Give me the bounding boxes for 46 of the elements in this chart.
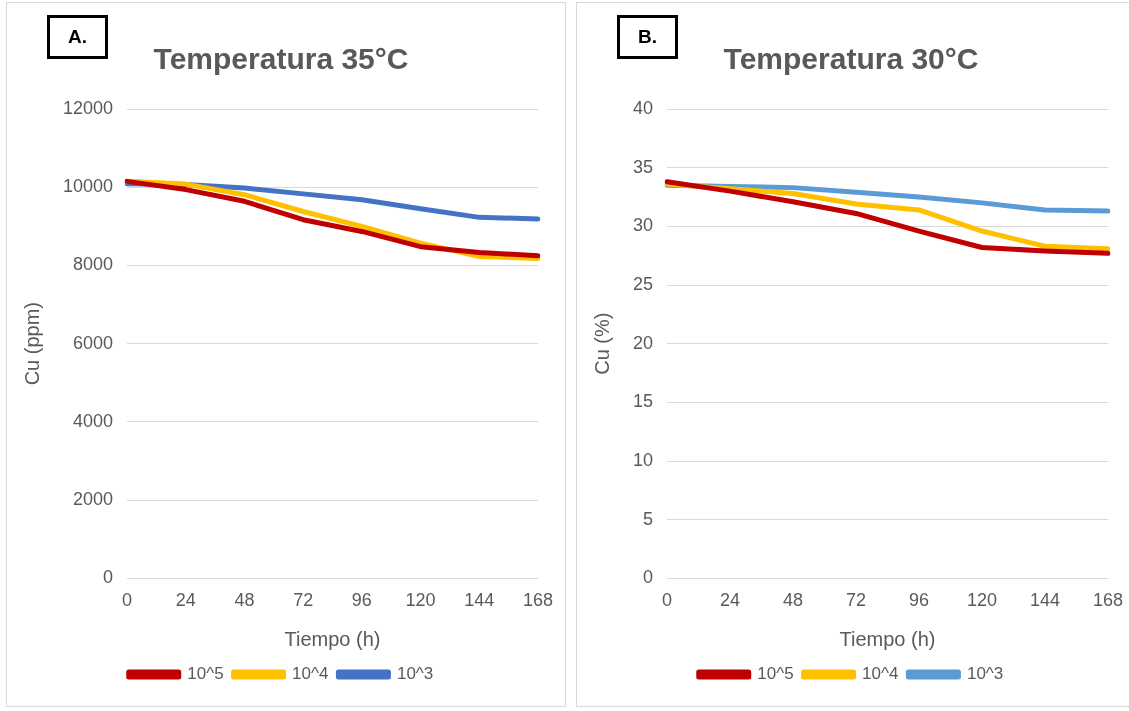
x-tick-label: 72 — [845, 590, 867, 611]
legend-label: 10^3 — [966, 664, 1004, 684]
y-axis-title: Cu (ppm) — [20, 302, 43, 386]
chart-title: Temperatura 35°C — [153, 42, 409, 76]
y-tick-label: 5 — [643, 508, 654, 529]
y-tick-label: 4000 — [73, 410, 114, 431]
y-tick-label: 40 — [632, 97, 654, 118]
y-tick-label: 6000 — [73, 332, 114, 353]
x-tick-label: 120 — [405, 590, 436, 611]
text: B. — [617, 15, 678, 59]
x-tick-label: 72 — [293, 590, 314, 611]
x-tick-label: 0 — [662, 590, 673, 611]
x-tick-label: 120 — [966, 590, 998, 611]
chart-title: Temperatura 30°C — [723, 42, 979, 76]
x-tick-label: 24 — [175, 590, 196, 611]
y-tick-label: 20 — [632, 332, 654, 353]
y-tick-label: 25 — [632, 273, 654, 294]
x-tick-label: 48 — [783, 590, 804, 611]
y-tick-label: 35 — [632, 156, 654, 177]
y-tick-label: 10 — [632, 450, 654, 471]
x-tick-label: 96 — [351, 590, 372, 611]
y-tick-label: 0 — [643, 567, 654, 588]
legend-label: 10^5 — [187, 664, 224, 684]
y-tick-label: 10000 — [62, 176, 114, 197]
x-tick-label: 168 — [522, 590, 554, 611]
legend-label: 10^4 — [292, 664, 329, 684]
legend-label: 10^5 — [757, 664, 794, 684]
y-tick-label: 30 — [632, 215, 654, 236]
y-axis-title: Cu (%) — [590, 312, 613, 375]
text: A. — [47, 15, 108, 59]
y-tick-label: 12000 — [62, 97, 114, 118]
x-tick-label: 0 — [122, 590, 133, 611]
x-tick-label: 24 — [720, 590, 741, 611]
y-tick-label: 2000 — [73, 489, 114, 510]
x-tick-label: 144 — [1029, 590, 1061, 611]
y-tick-label: 8000 — [73, 254, 114, 275]
legend-label: 10^3 — [396, 664, 434, 684]
y-tick-label: 15 — [632, 391, 654, 412]
x-tick-label: 168 — [1092, 590, 1124, 611]
y-tick-label: 0 — [103, 567, 114, 588]
x-axis-title: Tiempo (h) — [284, 627, 381, 650]
legend-label: 10^4 — [862, 664, 899, 684]
x-axis-title: Tiempo (h) — [839, 627, 936, 650]
x-tick-label: 48 — [234, 590, 255, 611]
x-tick-label: 96 — [908, 590, 930, 611]
x-tick-label: 144 — [464, 590, 495, 611]
